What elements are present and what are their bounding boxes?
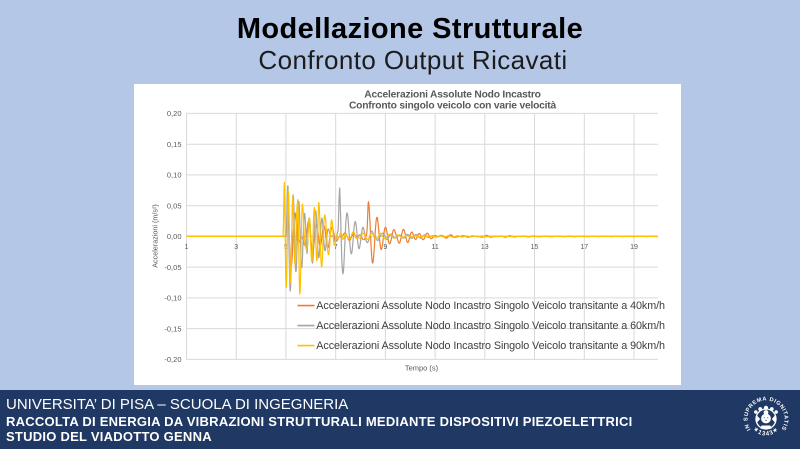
svg-text:0,00: 0,00	[167, 232, 182, 241]
svg-text:-0,10: -0,10	[164, 294, 181, 303]
svg-text:1: 1	[185, 244, 189, 251]
svg-text:Confronto singolo veicolo con: Confronto singolo veicolo con varie velo…	[349, 101, 557, 112]
svg-text:Accelerazioni Assolute Nodo In: Accelerazioni Assolute Nodo Incastro Sin…	[316, 300, 665, 312]
svg-text:-0,15: -0,15	[164, 324, 181, 333]
svg-text:0,10: 0,10	[167, 171, 182, 180]
svg-text:-0,05: -0,05	[164, 263, 181, 272]
svg-text:✶1343✶: ✶1343✶	[752, 426, 781, 438]
svg-text:11: 11	[431, 244, 438, 251]
svg-text:0,05: 0,05	[167, 201, 182, 210]
svg-text:0,20: 0,20	[167, 109, 182, 118]
svg-text:Tempo (s): Tempo (s)	[405, 364, 439, 373]
svg-text:15: 15	[531, 244, 539, 251]
svg-text:0,15: 0,15	[167, 140, 182, 149]
svg-text:9: 9	[383, 244, 387, 251]
svg-text:17: 17	[580, 244, 588, 251]
svg-text:5: 5	[284, 244, 288, 251]
svg-text:Accelerazioni Assolute Nodo In: Accelerazioni Assolute Nodo Incastro Sin…	[316, 320, 665, 332]
svg-text:Accelerazioni Assolute Nodo In: Accelerazioni Assolute Nodo Incastro Sin…	[316, 340, 665, 352]
svg-text:-0,20: -0,20	[164, 355, 181, 364]
svg-text:Accelerazioni Assolute Nodo In: Accelerazioni Assolute Nodo Incastro	[364, 89, 540, 100]
svg-text:13: 13	[481, 244, 489, 251]
svg-text:Accelerazioni (m/s²): Accelerazioni (m/s²)	[151, 204, 160, 268]
svg-text:7: 7	[334, 244, 338, 251]
svg-text:3: 3	[234, 244, 238, 251]
svg-text:19: 19	[630, 244, 638, 251]
